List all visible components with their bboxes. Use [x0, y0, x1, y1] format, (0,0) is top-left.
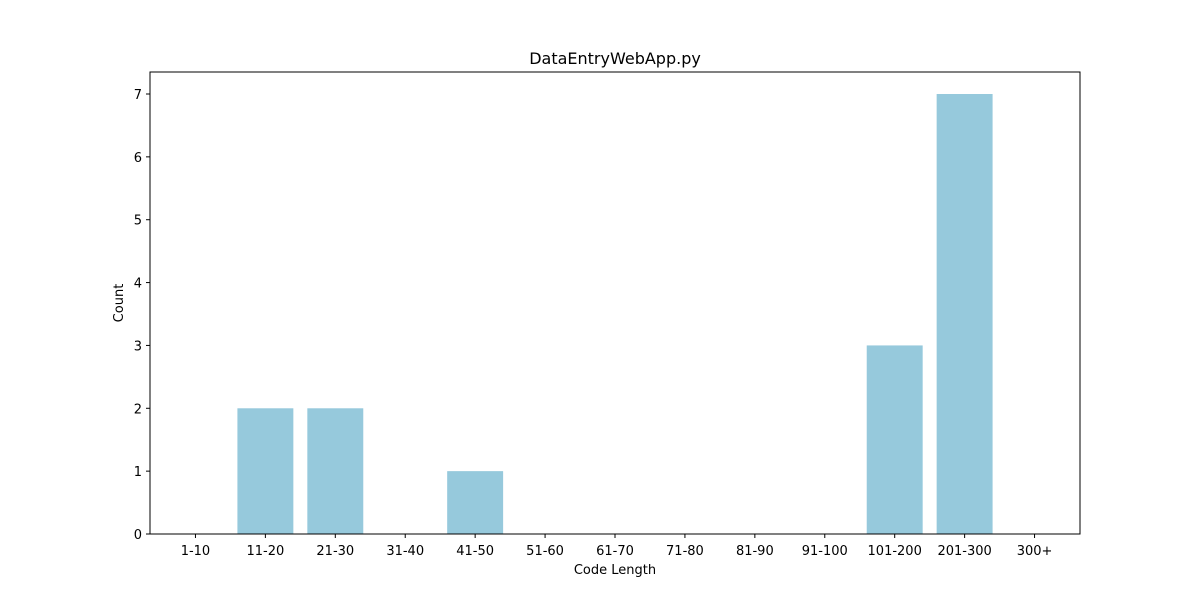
y-axis-ticks: 0 1 2 3 4 5 6 7: [134, 88, 150, 543]
y-tick-label: 0: [134, 528, 142, 543]
y-tick-label: 1: [134, 465, 142, 480]
y-tick-label: 7: [134, 88, 142, 103]
y-tick-label: 2: [134, 402, 142, 417]
bars-group: [237, 94, 993, 534]
x-tick-label: 81-90: [736, 544, 774, 559]
x-tick-label: 21-30: [316, 544, 354, 559]
x-tick-label: 71-80: [666, 544, 704, 559]
x-tick-label: 1-10: [181, 544, 211, 559]
x-axis-ticks: 1-10 11-20 21-30 31-40 41-50 51-60 61-70 71-80 8…: [181, 534, 1053, 559]
bar-11-20: [237, 408, 294, 534]
y-tick-label: 5: [134, 214, 142, 229]
y-tick-label: 3: [134, 339, 142, 354]
x-axis-label: Code Length: [574, 563, 656, 578]
x-tick-label: 101-200: [868, 544, 922, 559]
y-tick-label: 6: [134, 151, 142, 166]
bar-41-50: [447, 471, 504, 534]
bar-101-200: [866, 345, 923, 534]
x-tick-label: 31-40: [386, 544, 424, 559]
x-tick-label: 51-60: [526, 544, 564, 559]
x-tick-label: 61-70: [596, 544, 634, 559]
x-tick-label: 91-100: [802, 544, 848, 559]
x-tick-label: 11-20: [246, 544, 284, 559]
bar-21-30: [307, 408, 364, 534]
chart-title: DataEntryWebApp.py: [529, 49, 701, 68]
bar-201-300: [936, 94, 993, 534]
x-tick-label: 300+: [1017, 544, 1053, 559]
x-tick-label: 41-50: [456, 544, 494, 559]
y-tick-label: 4: [134, 277, 142, 292]
y-axis-label: Count: [112, 284, 127, 323]
x-tick-label: 201-300: [937, 544, 991, 559]
plot-area-frame: [149, 71, 1081, 535]
